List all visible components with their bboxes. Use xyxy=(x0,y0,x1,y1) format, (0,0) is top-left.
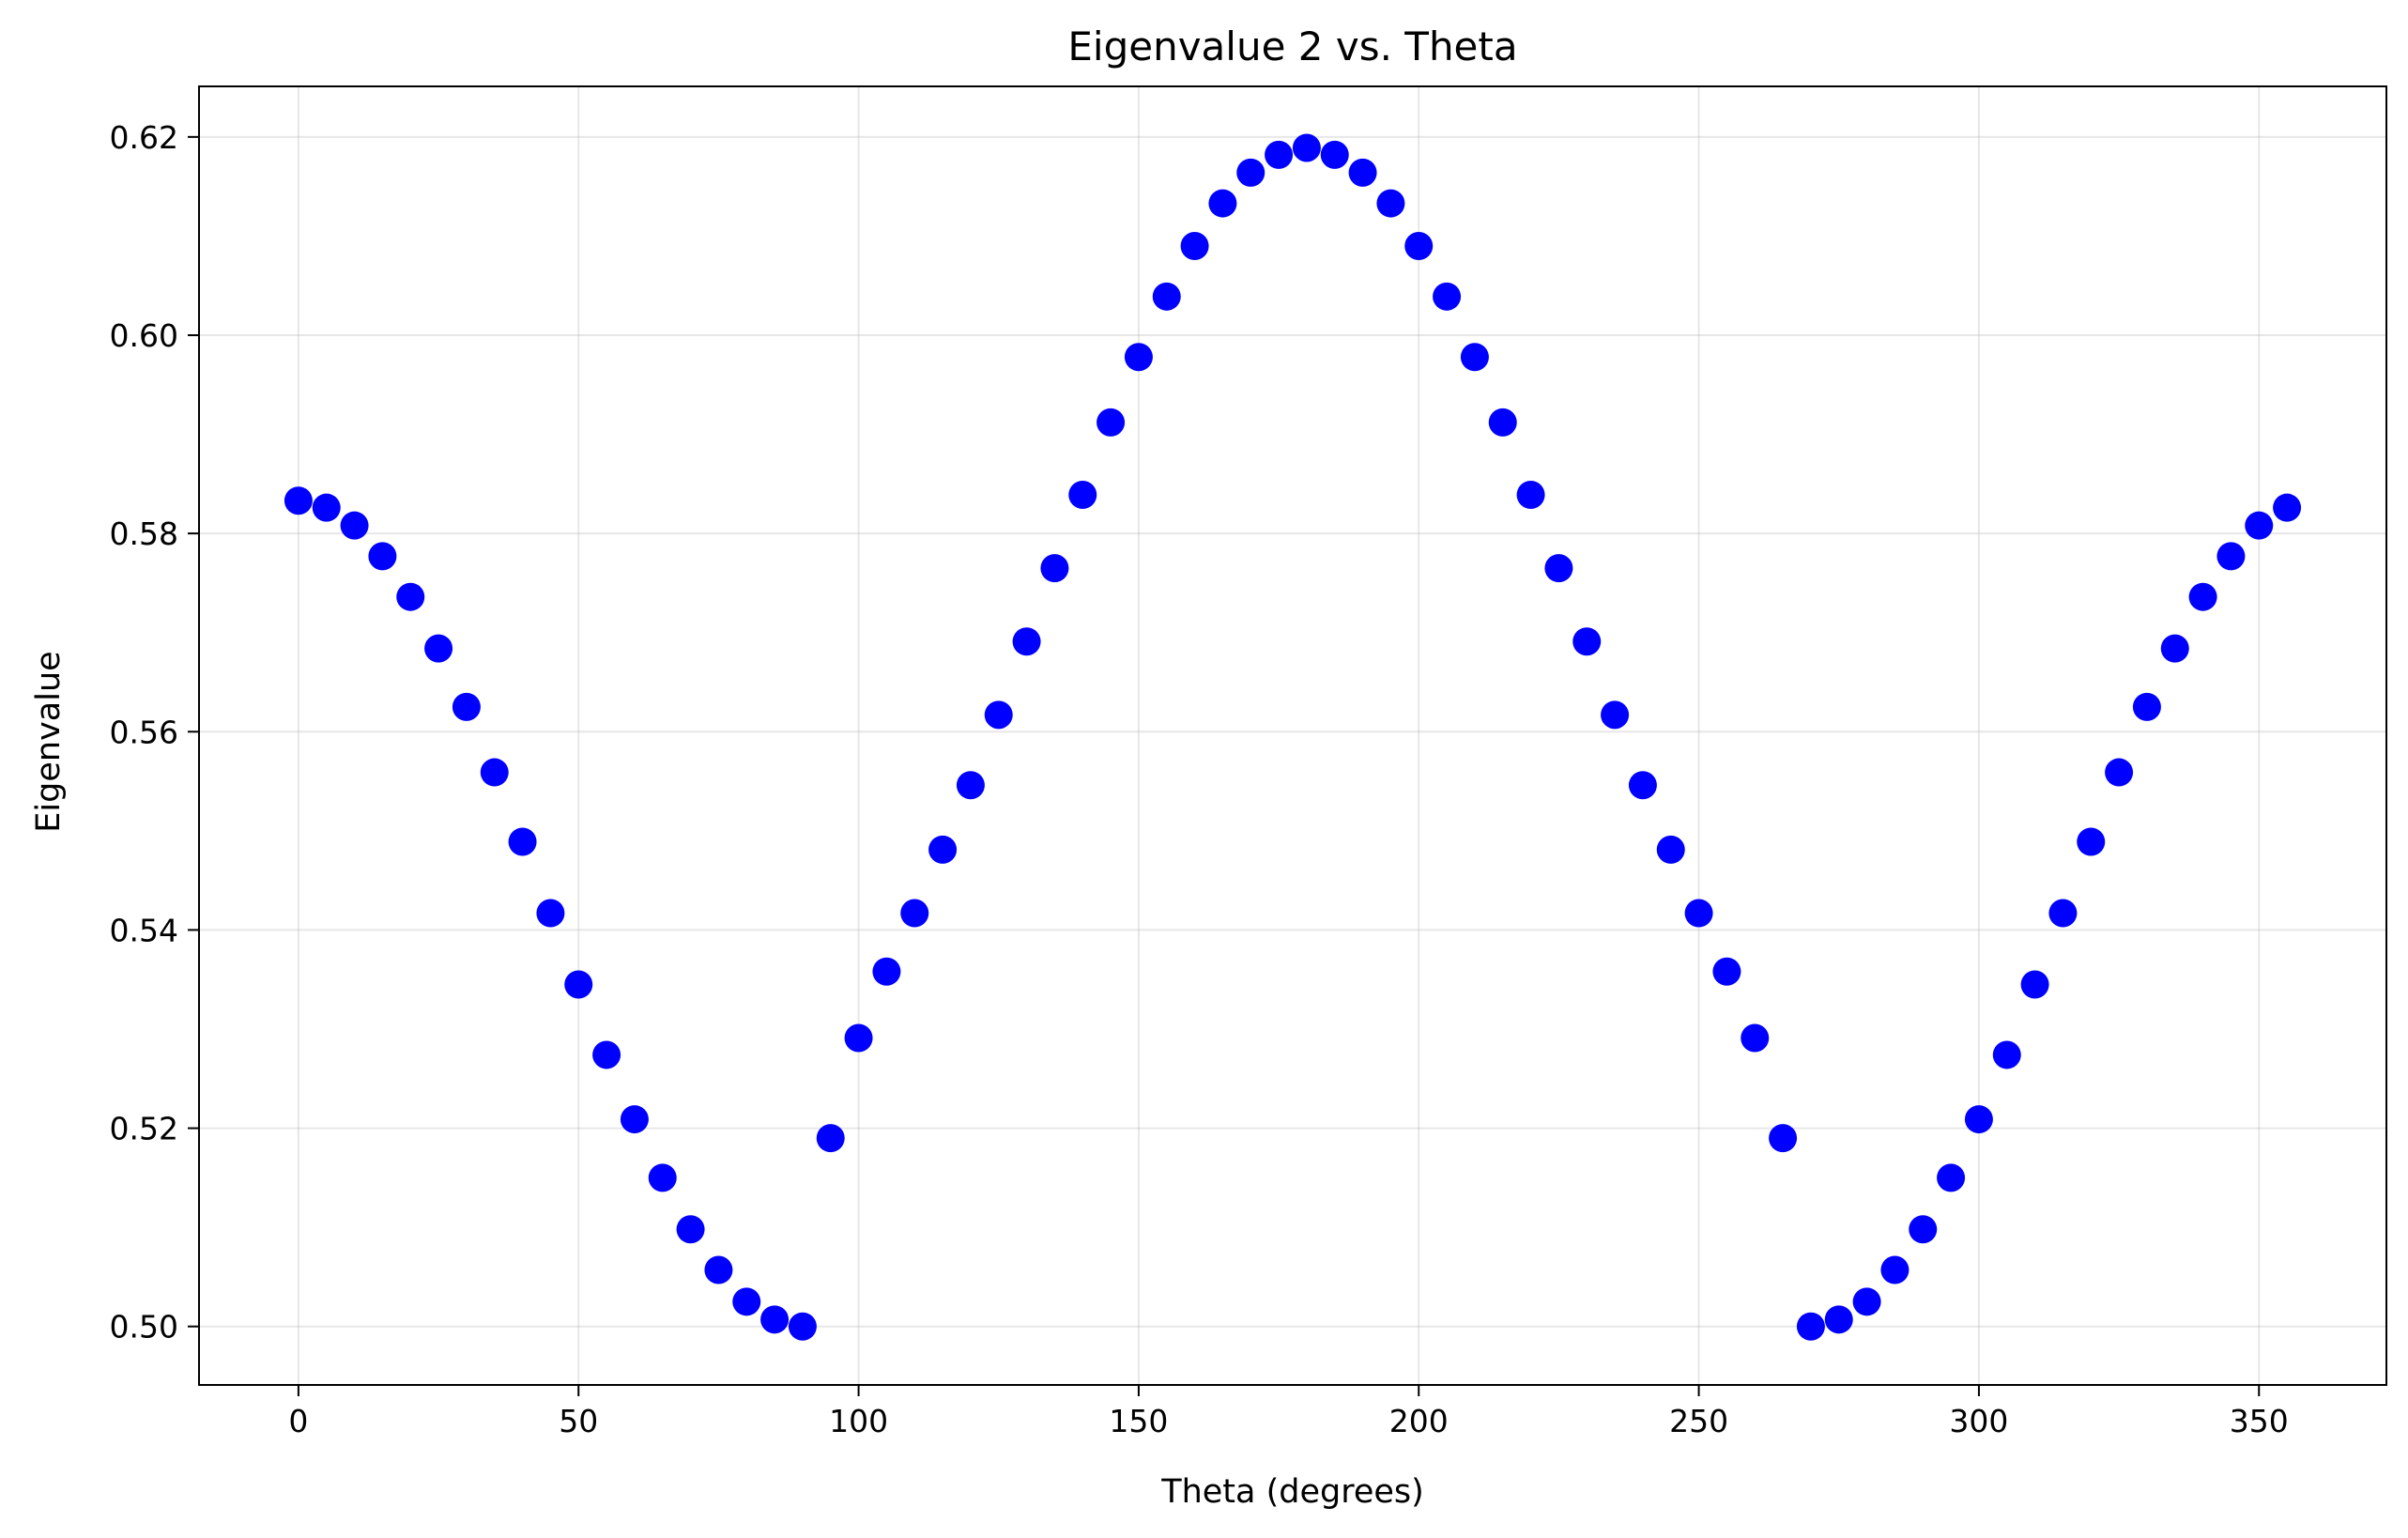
data-point xyxy=(928,835,958,864)
data-point xyxy=(872,957,901,986)
x-tick-label: 300 xyxy=(1949,1403,2008,1439)
data-point xyxy=(1796,1312,1825,1341)
data-point xyxy=(704,1255,733,1284)
data-point xyxy=(1712,957,1741,986)
data-point xyxy=(1124,343,1153,372)
grid-lines xyxy=(199,86,2386,1385)
data-point xyxy=(844,1023,873,1053)
x-axis-label: Theta (degrees) xyxy=(1160,1473,1424,1511)
data-point xyxy=(1012,627,1041,656)
data-point xyxy=(312,493,341,522)
x-tick-label: 50 xyxy=(559,1403,598,1439)
data-point xyxy=(956,771,985,800)
data-point xyxy=(424,634,453,663)
chart-title: Eigenvalue 2 vs. Theta xyxy=(1067,23,1517,69)
data-point xyxy=(508,827,537,856)
y-tick-label: 0.52 xyxy=(110,1111,178,1147)
data-point xyxy=(2245,511,2274,540)
data-point xyxy=(340,511,369,540)
data-point xyxy=(452,692,481,721)
data-point xyxy=(1404,231,1434,260)
data-point xyxy=(2132,692,2161,721)
x-tick-label: 150 xyxy=(1109,1403,1168,1439)
y-tick-label: 0.62 xyxy=(110,119,178,156)
data-point xyxy=(2216,542,2246,571)
data-point xyxy=(1433,282,1462,311)
data-point xyxy=(1376,189,1405,218)
data-point xyxy=(1516,480,1545,509)
data-point xyxy=(480,758,509,787)
data-point xyxy=(1992,1040,2021,1069)
y-tick-label: 0.60 xyxy=(110,317,178,354)
data-point xyxy=(2077,827,2106,856)
data-point xyxy=(676,1215,705,1244)
data-point xyxy=(1852,1287,1881,1316)
data-point xyxy=(1488,408,1517,437)
data-point xyxy=(1208,189,1237,218)
data-point xyxy=(760,1305,790,1334)
x-tick-label: 250 xyxy=(1669,1403,1728,1439)
x-tick-label: 350 xyxy=(2230,1403,2289,1439)
data-point xyxy=(2105,758,2134,787)
data-point xyxy=(1152,282,1181,311)
data-point xyxy=(900,899,929,928)
data-point xyxy=(2048,899,2078,928)
x-axis-ticks: 0 50 100 150 200 250 300 350 xyxy=(288,1385,2289,1439)
data-point xyxy=(1180,231,1209,260)
plot-frame xyxy=(198,85,2387,1386)
data-point xyxy=(1684,899,1713,928)
data-point xyxy=(984,700,1013,730)
y-axis-ticks: 0.50 0.52 0.54 0.56 0.58 0.60 0.62 xyxy=(110,119,199,1346)
data-point xyxy=(1741,1023,1770,1053)
y-tick-label: 0.54 xyxy=(110,912,178,948)
data-point xyxy=(620,1105,649,1134)
data-point xyxy=(2160,634,2189,663)
data-point xyxy=(1544,554,1573,583)
data-point xyxy=(1909,1215,1938,1244)
data-point xyxy=(1656,835,1685,864)
data-point xyxy=(564,970,593,999)
data-point xyxy=(1348,158,1377,187)
data-point xyxy=(396,582,425,611)
data-point xyxy=(1937,1163,1966,1192)
data-point xyxy=(816,1124,845,1153)
data-point xyxy=(1572,627,1602,656)
data-point xyxy=(2188,582,2217,611)
y-tick-label: 0.58 xyxy=(110,515,178,552)
x-tick-label: 100 xyxy=(829,1403,888,1439)
data-point xyxy=(1265,140,1294,169)
data-point xyxy=(1824,1305,1853,1334)
data-point xyxy=(732,1287,761,1316)
y-tick-label: 0.50 xyxy=(110,1309,178,1346)
data-points xyxy=(284,133,2302,1341)
data-point xyxy=(536,899,565,928)
data-point xyxy=(1097,408,1126,437)
data-point xyxy=(1601,700,1630,730)
x-tick-label: 200 xyxy=(1389,1403,1449,1439)
data-point xyxy=(368,542,397,571)
x-tick-label: 0 xyxy=(288,1403,308,1439)
data-point xyxy=(1040,554,1069,583)
data-point xyxy=(648,1163,677,1192)
data-point xyxy=(1236,158,1265,187)
data-point xyxy=(1068,480,1097,509)
data-point xyxy=(284,486,313,515)
data-point xyxy=(2020,970,2049,999)
data-point xyxy=(1880,1255,1910,1284)
data-point xyxy=(1320,140,1349,169)
data-point xyxy=(1964,1105,1993,1134)
data-point xyxy=(1628,771,1657,800)
data-point xyxy=(788,1312,817,1341)
data-point xyxy=(2273,493,2302,522)
y-axis-label: Eigenvalue xyxy=(30,651,68,832)
y-tick-label: 0.56 xyxy=(110,714,178,750)
data-point xyxy=(592,1040,621,1069)
data-point xyxy=(1460,343,1489,372)
data-point xyxy=(1292,133,1321,162)
data-point xyxy=(1769,1124,1798,1153)
